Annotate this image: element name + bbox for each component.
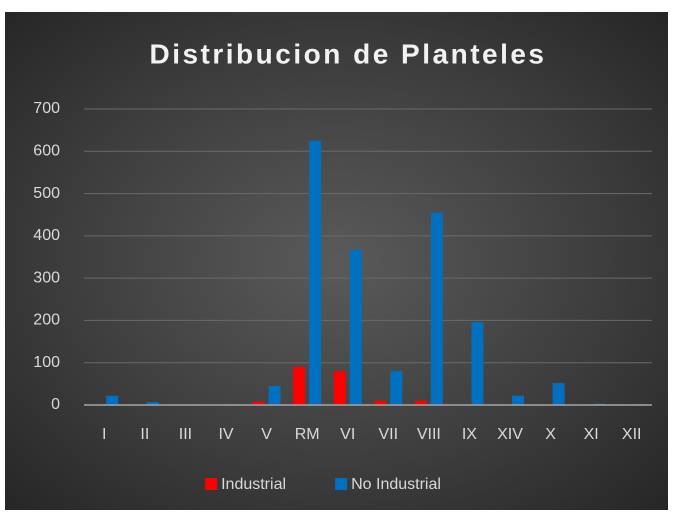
x-tick-label: IX	[462, 426, 477, 443]
x-tick-label: VI	[340, 426, 355, 443]
bar	[146, 402, 159, 405]
y-tick-label: 0	[51, 396, 60, 413]
y-tick-label: 100	[33, 354, 60, 371]
x-tick-label: VIII	[417, 426, 441, 443]
legend-swatch	[335, 478, 348, 490]
bar	[390, 371, 403, 405]
x-tick-label: II	[140, 426, 149, 443]
bar	[268, 385, 281, 405]
x-tick-label: XII	[622, 426, 642, 443]
x-tick-label: III	[179, 426, 192, 443]
bar	[293, 366, 306, 405]
bar	[414, 400, 427, 405]
chart-title: Distribucion de Planteles	[149, 38, 546, 69]
chart-background	[5, 12, 668, 510]
y-tick-label: 600	[33, 143, 60, 160]
y-tick-label: 400	[33, 227, 60, 244]
legend-label: Industrial	[221, 476, 286, 493]
x-tick-label: XIV	[497, 426, 523, 443]
bar	[512, 395, 524, 405]
bar	[349, 249, 362, 405]
bar	[252, 401, 265, 405]
y-tick-label: 700	[33, 100, 60, 117]
x-tick-label: XI	[584, 426, 599, 443]
legend-label: No Industrial	[351, 476, 441, 493]
bar	[430, 212, 443, 405]
bar	[471, 322, 484, 405]
y-tick-label: 200	[33, 312, 60, 329]
x-tick-label: RM	[295, 426, 320, 443]
x-tick-label: V	[261, 426, 272, 443]
x-tick-label: VII	[379, 426, 399, 443]
bar	[106, 395, 119, 405]
bar	[309, 140, 322, 405]
bar	[374, 400, 387, 405]
x-tick-label: X	[545, 426, 556, 443]
bar	[552, 383, 565, 405]
x-tick-label: I	[102, 426, 106, 443]
legend-swatch	[205, 478, 218, 490]
y-tick-label: 500	[33, 185, 60, 202]
bar	[333, 371, 346, 405]
x-tick-label: IV	[218, 426, 233, 443]
y-tick-label: 300	[33, 269, 60, 286]
